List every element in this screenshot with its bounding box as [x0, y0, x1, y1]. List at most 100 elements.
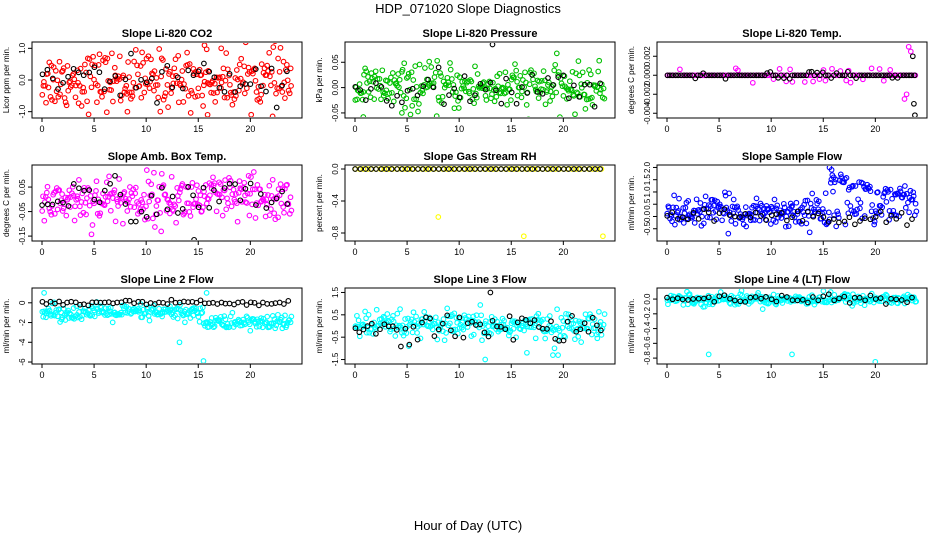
data-point	[279, 186, 286, 193]
data-point	[362, 166, 369, 172]
points-layer	[352, 289, 608, 363]
data-point	[108, 87, 115, 93]
x-tick-label: 20	[870, 370, 880, 380]
data-point	[260, 197, 267, 204]
data-point	[210, 174, 216, 181]
data-point	[206, 68, 213, 75]
data-point	[728, 218, 735, 224]
data-point	[842, 221, 849, 228]
data-point	[143, 167, 150, 173]
data-point	[251, 299, 258, 306]
data-point	[360, 326, 367, 333]
data-point	[742, 72, 748, 79]
data-point	[466, 90, 473, 97]
data-point	[585, 328, 592, 335]
data-point	[282, 95, 288, 101]
data-point	[109, 319, 116, 326]
data-point	[281, 209, 287, 216]
data-point	[530, 76, 536, 83]
data-point	[208, 89, 214, 96]
data-point	[594, 335, 601, 342]
data-point	[156, 46, 163, 52]
data-point	[893, 296, 900, 303]
data-point	[263, 88, 269, 95]
data-point	[397, 89, 404, 96]
data-point	[268, 65, 275, 72]
data-point	[572, 111, 578, 117]
data-point	[89, 222, 96, 228]
data-point	[370, 331, 376, 337]
data-point	[833, 223, 840, 230]
data-point	[130, 79, 137, 86]
data-point	[504, 101, 510, 108]
data-point	[455, 105, 462, 111]
data-point	[794, 208, 801, 215]
data-point	[841, 218, 848, 225]
data-point	[221, 187, 228, 194]
chart-panel: Slope Gas Stream RH percent per min. 0 5 10 1…	[315, 151, 616, 257]
data-point	[252, 66, 259, 72]
data-point	[253, 323, 260, 330]
data-point	[669, 72, 676, 79]
y-tick-label: -0.8	[643, 351, 652, 365]
x-tick-label: 0	[39, 247, 44, 257]
data-point	[702, 193, 709, 200]
data-point	[139, 199, 146, 206]
data-point	[468, 78, 475, 85]
data-point	[264, 313, 271, 320]
data-point	[519, 166, 525, 172]
data-point	[560, 72, 567, 79]
data-point	[596, 308, 602, 315]
data-point	[185, 200, 192, 207]
points-layer	[352, 166, 606, 240]
data-point	[594, 322, 600, 329]
y-tick-label: 2.0	[643, 161, 652, 173]
x-tick-label: 5	[717, 370, 722, 380]
data-point	[861, 302, 868, 309]
data-point	[749, 79, 756, 86]
data-point	[705, 294, 712, 301]
data-point	[44, 183, 51, 190]
data-point	[767, 69, 774, 75]
data-point	[902, 204, 909, 211]
data-point	[101, 201, 107, 208]
data-point	[597, 86, 604, 93]
data-point	[288, 207, 295, 214]
data-point	[560, 337, 567, 344]
data-point	[548, 318, 554, 325]
y-tick-label: 0.0	[643, 293, 652, 305]
data-point	[238, 55, 245, 62]
data-point	[388, 102, 395, 109]
data-point	[722, 75, 729, 82]
data-point	[97, 210, 104, 217]
data-point	[224, 195, 230, 202]
data-point	[242, 43, 249, 46]
data-point	[121, 189, 128, 195]
data-point	[40, 193, 46, 200]
y-axis-label: kPa per min.	[315, 58, 324, 103]
data-point	[597, 90, 603, 97]
data-point	[247, 81, 254, 87]
data-point	[555, 72, 561, 78]
data-point	[581, 81, 588, 88]
data-point	[773, 298, 780, 305]
data-point	[843, 77, 850, 84]
data-point	[164, 301, 171, 307]
data-point	[76, 185, 82, 192]
data-point	[224, 94, 231, 101]
data-point	[897, 188, 904, 195]
data-point	[437, 70, 443, 76]
data-point	[834, 208, 841, 215]
data-point	[138, 208, 145, 215]
data-point	[554, 306, 560, 313]
data-point	[478, 312, 485, 319]
data-point	[219, 212, 226, 219]
data-point	[283, 322, 290, 329]
data-point	[63, 212, 70, 219]
data-point	[578, 84, 585, 91]
data-point	[186, 61, 193, 67]
data-point	[732, 220, 739, 227]
data-point	[474, 71, 481, 77]
data-point	[272, 325, 279, 332]
